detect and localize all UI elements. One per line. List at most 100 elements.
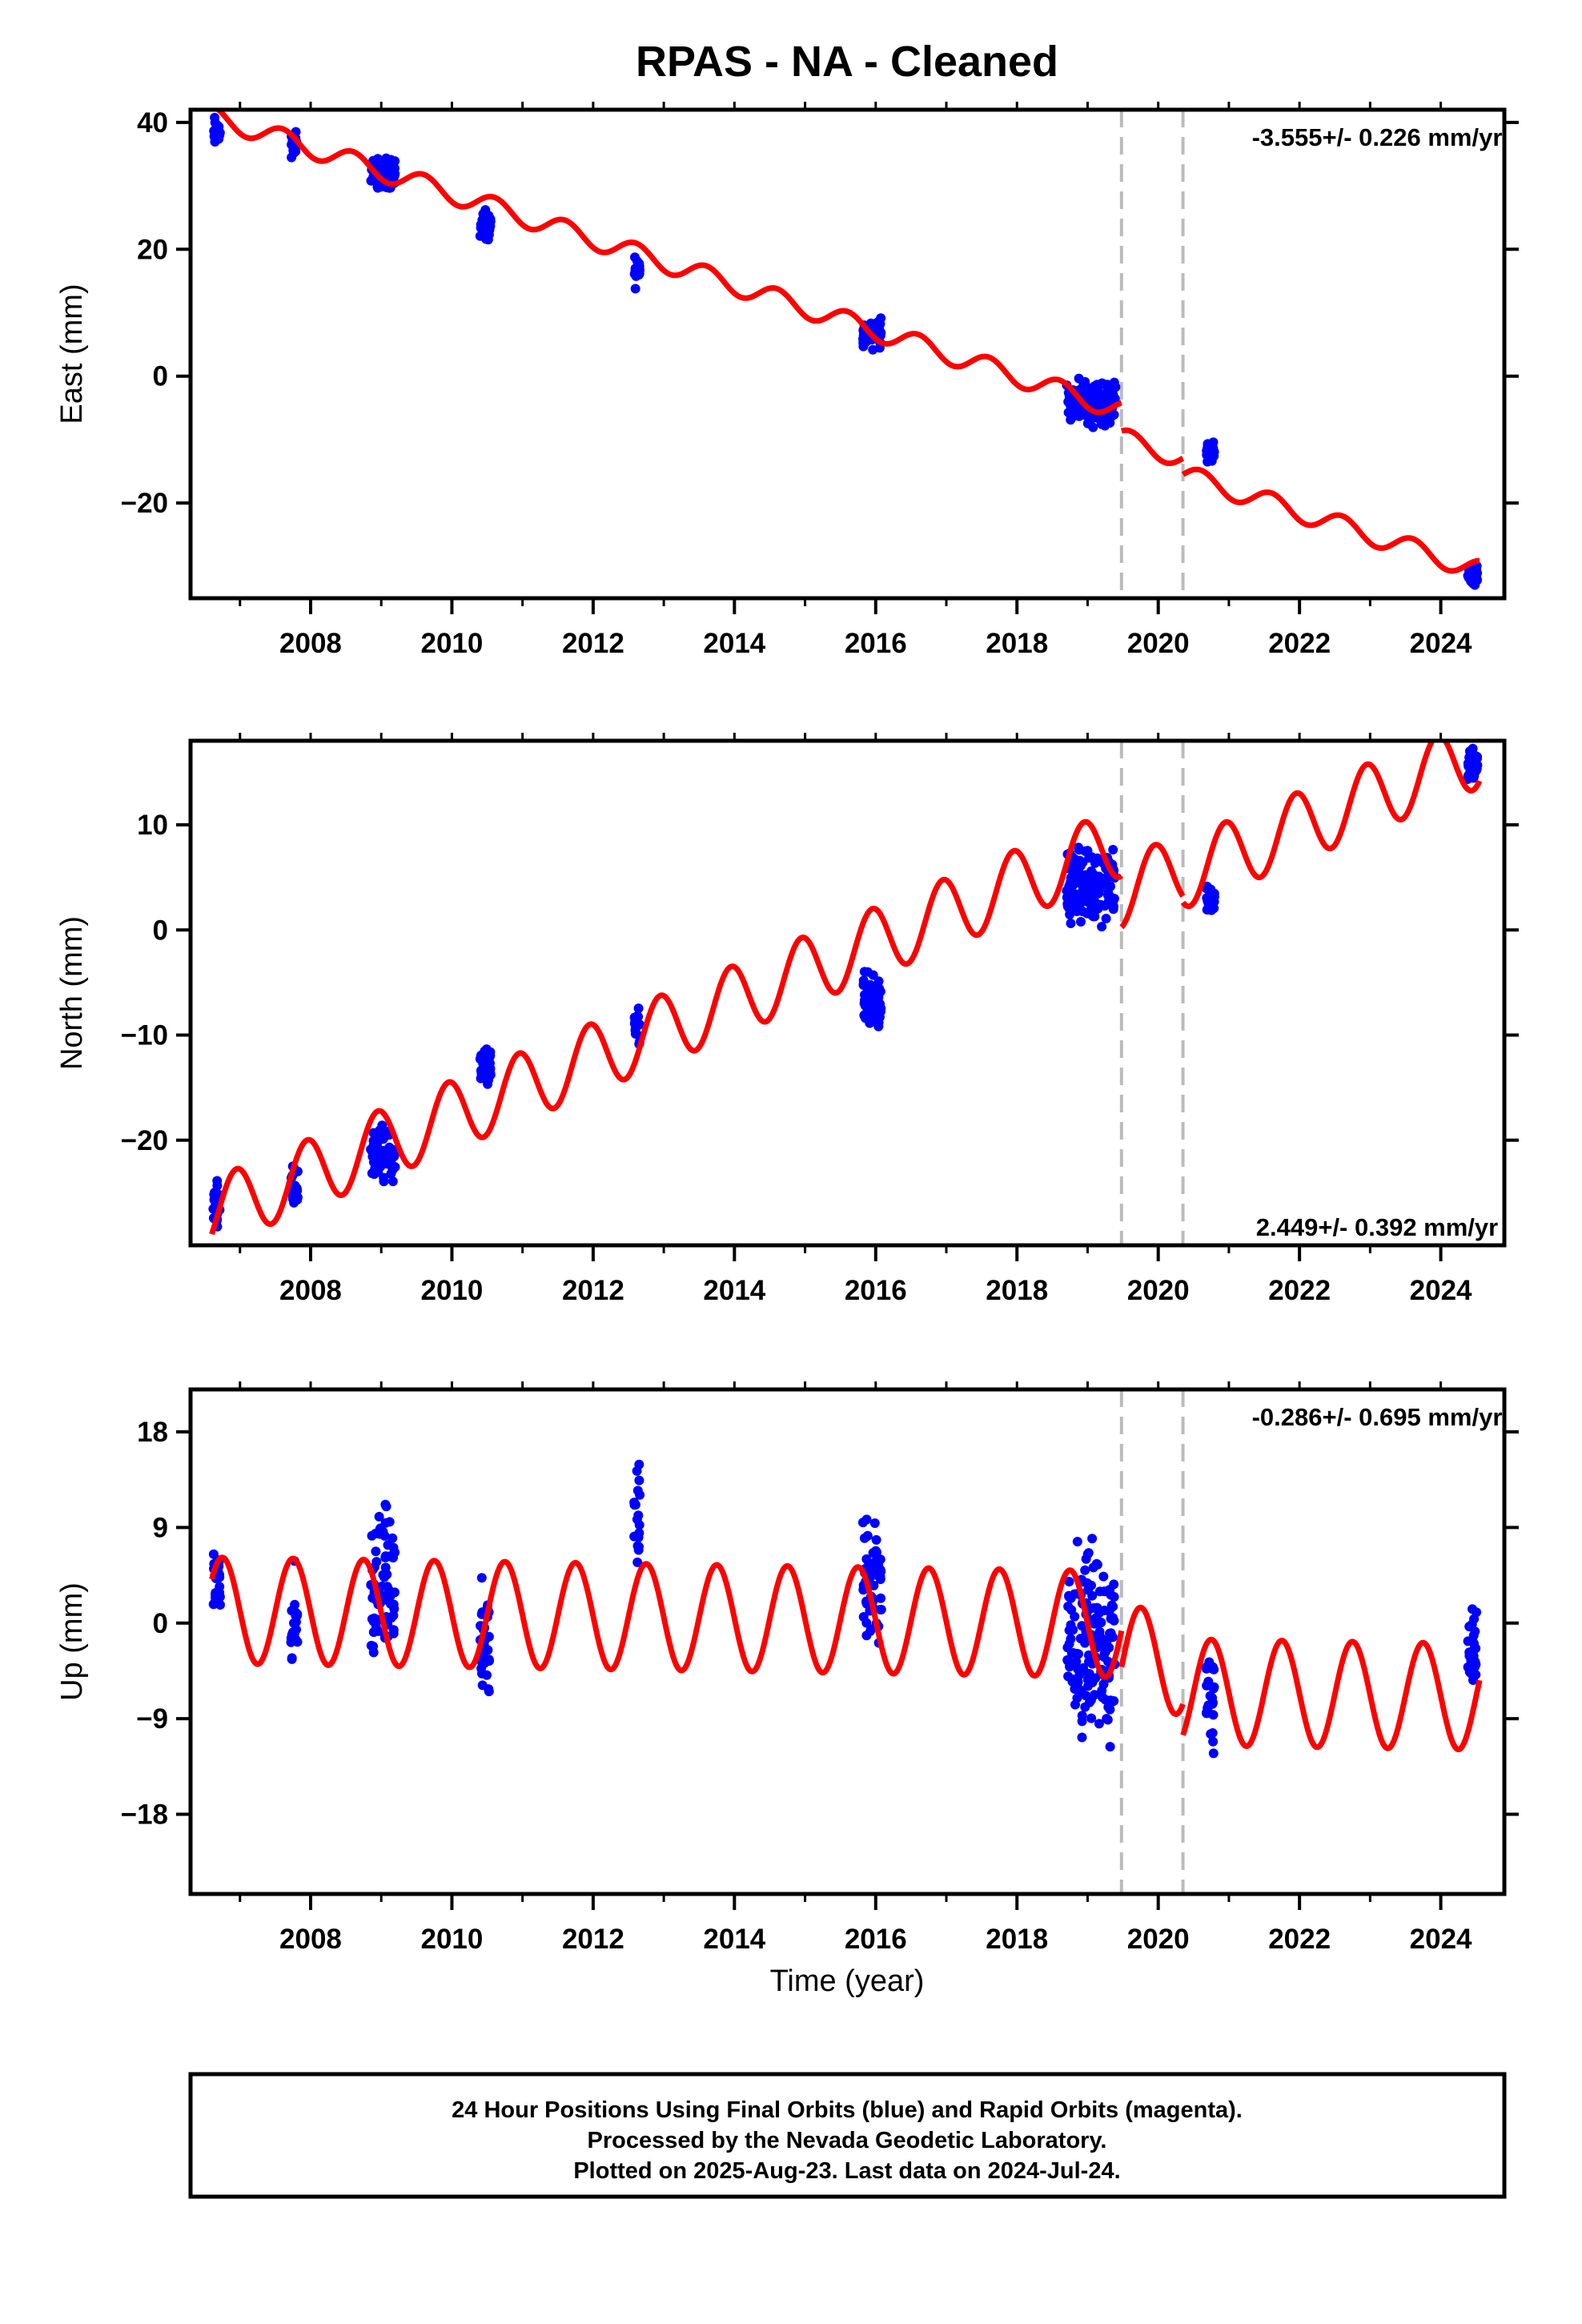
- data-point: [212, 1188, 223, 1199]
- data-point: [1106, 384, 1117, 393]
- figure-title: RPAS - NA - Cleaned: [636, 38, 1058, 86]
- x-tick-label: 2010: [420, 1275, 483, 1306]
- y-tick-label: 10: [137, 810, 168, 841]
- data-point: [872, 989, 882, 999]
- data-point: [634, 1475, 644, 1486]
- data-point: [629, 1498, 640, 1508]
- east-panel: 2008 2010 2012 2014 2016 2018 2020 2022 2024 40 20…: [55, 102, 1519, 659]
- x-tick-label: 2020: [1127, 628, 1190, 659]
- x-tick-label: 2016: [845, 1275, 907, 1306]
- data-point: [1086, 1580, 1096, 1590]
- data-point: [1090, 858, 1100, 868]
- data-point: [1078, 1634, 1088, 1644]
- data-point: [483, 1055, 493, 1066]
- model-segment: [1118, 1604, 1186, 1717]
- data-point: [633, 1545, 644, 1555]
- data-point: [292, 1195, 303, 1205]
- data-points: [208, 1459, 1482, 1759]
- data-point: [1108, 904, 1118, 915]
- model-line: [209, 741, 1483, 1236]
- y-tick-label: 0: [153, 915, 168, 946]
- model-segment: [213, 110, 1124, 416]
- data-point: [1103, 888, 1114, 899]
- data-point: [871, 1561, 881, 1571]
- data-point: [1109, 1615, 1119, 1626]
- data-point: [1076, 917, 1086, 927]
- data-point: [378, 1134, 388, 1144]
- data-point: [1208, 1710, 1219, 1720]
- data-point: [634, 1459, 644, 1470]
- data-point: [381, 1594, 391, 1605]
- data-point: [1087, 1534, 1098, 1544]
- data-point: [376, 1528, 387, 1538]
- data-point: [369, 1153, 379, 1164]
- footer-line-1: 24 Hour Positions Using Final Orbits (bl…: [452, 2097, 1243, 2123]
- data-point: [385, 161, 396, 171]
- x-tick-label: 2008: [279, 1275, 342, 1306]
- data-point: [208, 1549, 219, 1559]
- data-point: [1080, 1565, 1090, 1575]
- x-tick-label: 2022: [1268, 1275, 1331, 1306]
- data-point: [1100, 1647, 1110, 1657]
- data-point: [1072, 1693, 1082, 1703]
- x-tick-label: 2018: [986, 628, 1048, 659]
- data-point: [633, 1510, 644, 1521]
- data-point: [1097, 378, 1107, 388]
- up-panel: 2008 2010 2012 2014 2016 2018 2020 2022 2024 18 9 0…: [55, 1381, 1519, 1955]
- data-point: [371, 1546, 381, 1557]
- data-point: [387, 1533, 398, 1543]
- data-point: [215, 1592, 225, 1602]
- y-tick-label: −20: [121, 1125, 168, 1156]
- y-tick-label: −10: [121, 1020, 168, 1051]
- data-point: [1468, 568, 1478, 578]
- x-tick-label: 2024: [1410, 1275, 1472, 1306]
- data-point: [1064, 1577, 1074, 1586]
- data-point: [1062, 1655, 1073, 1665]
- footer-line-3: Plotted on 2025-Aug-23. Last data on 202…: [573, 2158, 1120, 2184]
- y-tick-label: 0: [153, 361, 168, 392]
- x-tick-label: 2020: [1127, 1275, 1190, 1306]
- data-point: [1090, 1618, 1100, 1629]
- data-point: [368, 1128, 379, 1138]
- x-tick-label: 2016: [845, 1924, 907, 1955]
- data-point: [1105, 1742, 1115, 1752]
- data-point: [1463, 1636, 1473, 1647]
- data-point: [1087, 1590, 1098, 1601]
- data-point: [1078, 1663, 1089, 1673]
- data-point: [1072, 1537, 1082, 1546]
- data-points: [209, 112, 1483, 590]
- x-tick-label: 2022: [1268, 1924, 1331, 1955]
- data-point: [865, 319, 876, 329]
- data-point: [387, 1176, 398, 1187]
- data-point: [1101, 914, 1111, 923]
- data-point: [1091, 384, 1102, 395]
- data-point: [1083, 1650, 1094, 1660]
- data-point: [390, 1587, 400, 1598]
- data-point: [1207, 1728, 1218, 1738]
- x-tick-label: 2022: [1268, 628, 1331, 659]
- model-line: [209, 1554, 1483, 1752]
- data-point: [1105, 1628, 1114, 1638]
- data-point: [1064, 1638, 1074, 1649]
- velocity-label: -3.555+/- 0.226 mm/yr: [1252, 123, 1503, 151]
- data-point: [869, 1015, 879, 1026]
- data-point: [1209, 1682, 1219, 1692]
- data-point: [1109, 1579, 1119, 1590]
- data-point: [1471, 761, 1481, 771]
- x-tick-label: 2008: [279, 628, 342, 659]
- x-tick-label: 2024: [1410, 628, 1472, 659]
- data-point: [368, 1647, 379, 1658]
- data-point: [1074, 873, 1085, 883]
- data-point: [861, 1514, 872, 1525]
- data-point: [1094, 888, 1104, 899]
- y-axis-label: Up (mm): [55, 1582, 89, 1701]
- data-point: [381, 1147, 391, 1157]
- plot-frame: [188, 1387, 1507, 1896]
- velocity-label: 2.449+/- 0.392 mm/yr: [1256, 1213, 1498, 1241]
- data-point: [1066, 919, 1076, 928]
- x-tick-label: 2018: [986, 1275, 1048, 1306]
- data-point: [371, 1557, 382, 1567]
- data-point: [368, 1627, 379, 1638]
- data-point: [1094, 1640, 1104, 1650]
- data-point: [1080, 1702, 1090, 1712]
